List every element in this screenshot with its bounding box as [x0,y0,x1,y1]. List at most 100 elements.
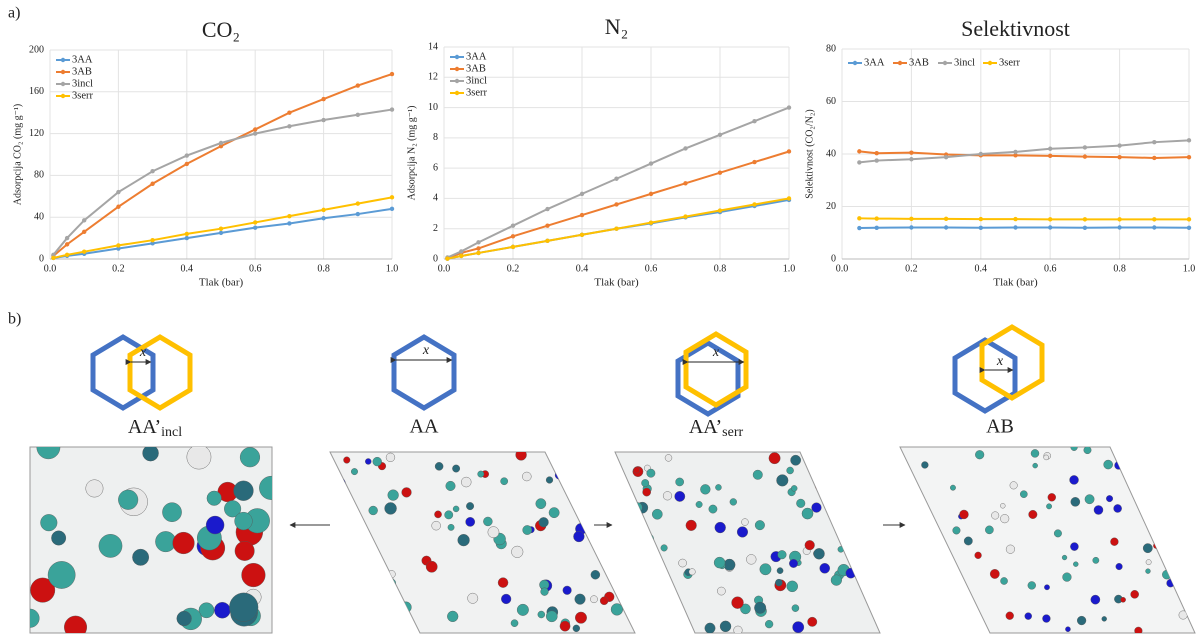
atom [900,622,907,632]
legend-marker [60,57,66,63]
atom [1142,543,1153,554]
legend-marker [454,54,460,60]
atom [660,544,668,552]
x-tick-label: 0.0 [438,263,451,274]
atom [685,519,697,531]
point [614,176,619,181]
point [321,207,326,213]
point [82,229,87,235]
atom [752,469,763,480]
structure-label: AA’serr [689,416,744,441]
atom [717,586,726,596]
atom [1070,542,1079,551]
atom [860,580,871,591]
point [1082,217,1088,222]
x-tick-label: 0.4 [181,263,194,274]
atom [162,502,182,522]
point [82,218,87,223]
point [1186,217,1192,222]
atom [790,485,798,492]
atom [915,555,926,566]
y-tick-label: 20 [826,201,836,212]
x-tick-label: 0.0 [44,263,57,274]
atom [765,620,774,629]
point [459,253,464,259]
atom [746,554,757,565]
y-tick-label: 0 [433,253,438,264]
point [253,131,258,136]
atom [400,601,412,613]
atom [811,502,822,513]
point [355,201,360,206]
point [1186,138,1192,143]
legend-label: 3AB [72,66,92,77]
point [857,216,862,221]
atom [1028,510,1038,519]
atom [956,591,965,601]
atom [1130,590,1139,599]
atom [639,558,651,570]
atom [1070,497,1081,507]
chart-title: N₂ [605,14,629,39]
atom [587,475,600,488]
point [510,223,516,228]
atom [688,568,696,576]
atom [943,581,950,588]
y-axis-label: Adsorpcija N₂ (mg g⁻¹) [406,106,417,201]
point [445,256,450,261]
chart-title: Selektivnost [961,16,1070,41]
point [253,127,258,132]
point [943,225,949,230]
point [150,169,155,174]
point [786,149,792,154]
atom [675,477,684,487]
point [287,221,292,226]
atom [546,610,558,623]
atom [623,527,634,538]
atom [234,541,255,561]
atom [497,577,509,588]
atom [1186,481,1193,488]
atom [714,521,726,534]
atom [729,498,737,506]
legend-label: 3incl [466,75,487,86]
legend-label: 3incl [954,57,975,68]
atom [939,623,946,630]
atom [1145,559,1152,566]
series-line [53,207,393,259]
y-axis-label: Selektivnost (CO₂/N₂) [804,109,815,198]
atom [401,487,412,498]
atom [1065,626,1071,632]
atom [572,624,580,633]
atom [777,550,787,560]
point [1152,139,1157,145]
series-line [447,106,790,259]
atom [1030,449,1040,458]
atom [863,461,872,469]
atom [736,526,748,538]
point [82,249,87,254]
atom [239,447,261,468]
atom [615,550,623,557]
point [648,161,654,166]
chart-title: CO₂ [202,17,240,42]
point [510,234,516,239]
distance-label: x [996,354,1004,369]
atom [819,563,830,574]
point [51,252,56,258]
panel-label: b) [8,311,21,328]
point [116,243,121,248]
atom [829,452,842,462]
atom [593,468,602,478]
atom [776,567,784,574]
point [476,250,481,256]
atom [845,567,857,579]
atom [830,574,842,586]
atom [1053,529,1062,538]
atom [921,461,929,469]
point [909,216,914,222]
atom [590,595,598,604]
point [648,191,654,197]
atom [1166,578,1175,588]
atom [1073,561,1079,567]
